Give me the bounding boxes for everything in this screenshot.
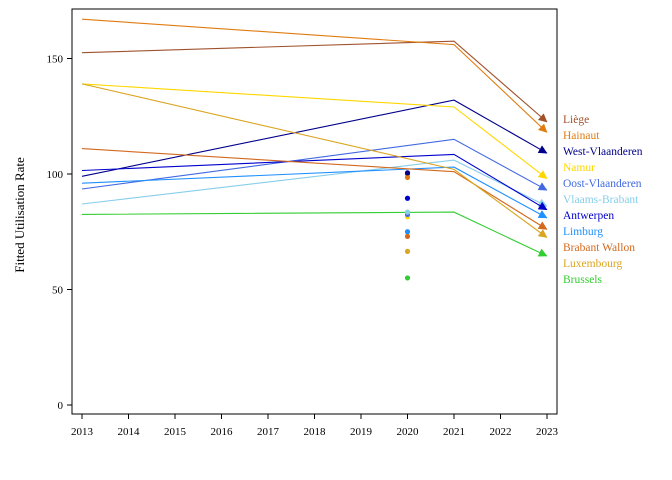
- legend-item: Antwerpen: [563, 210, 614, 222]
- series-line: [81, 153, 548, 211]
- series-line: [81, 166, 548, 219]
- series-line: [81, 83, 548, 180]
- legend: Liège Hainaut West-Vlaanderen Namur Oost-Vla…: [563, 114, 643, 286]
- series-arrowhead: [537, 182, 548, 191]
- series-lines: [81, 18, 548, 257]
- series-arrowhead: [537, 123, 548, 133]
- legend-item: Luxembourg: [563, 258, 622, 270]
- series-arrowhead: [537, 210, 548, 219]
- data-point-2020: [404, 229, 411, 235]
- legend-item: Brussels: [563, 274, 603, 286]
- y-tick-label: 0: [58, 400, 64, 412]
- series-line: [81, 138, 548, 191]
- data-point-2020: [404, 233, 411, 239]
- data-point-2020: [404, 248, 411, 254]
- x-tick-label: 2014: [118, 426, 141, 438]
- legend-item: Oost-Vlaanderen: [563, 178, 642, 190]
- data-point-2020: [404, 174, 411, 181]
- series-arrowhead: [537, 145, 548, 154]
- legend-item: Liège: [563, 114, 589, 126]
- axis-ticks: 2013 2014 2015 2016 2017 2018 2019 2020 2021 2022…: [47, 54, 559, 439]
- series-line: [81, 40, 548, 123]
- y-tick-label: 50: [52, 285, 64, 297]
- legend-item: Hainaut: [563, 130, 600, 142]
- data-point-2020: [404, 195, 411, 201]
- series-line: [81, 148, 548, 230]
- series-line: [81, 211, 548, 257]
- x-tick-label: 2015: [164, 426, 187, 438]
- x-tick-label: 2013: [71, 426, 94, 438]
- x-tick-label: 2016: [211, 426, 234, 438]
- series-line: [81, 18, 548, 133]
- x-tick-label: 2018: [304, 426, 327, 438]
- series-arrowhead: [537, 170, 548, 179]
- series-arrowhead: [537, 248, 548, 257]
- series-line: [81, 99, 548, 177]
- x-tick-label: 2022: [490, 426, 512, 438]
- data-point-2020: [404, 209, 411, 215]
- legend-item: Namur: [563, 162, 595, 174]
- data-point-2020: [404, 275, 411, 281]
- legend-item: Vlaams-Brabant: [563, 194, 639, 206]
- legend-item: West-Vlaanderen: [563, 146, 643, 158]
- y-tick-label: 100: [47, 169, 64, 181]
- series-arrowhead: [537, 221, 548, 230]
- y-tick-label: 150: [47, 54, 64, 66]
- x-tick-label: 2019: [350, 426, 373, 438]
- legend-item: Brabant Wallon: [563, 242, 635, 254]
- y-axis-title: Fitted Utilisation Rate: [12, 157, 27, 273]
- series-line: [81, 83, 548, 238]
- data-point-2020: [404, 170, 411, 176]
- legend-item: Limburg: [563, 226, 603, 238]
- 2020-points: [404, 170, 411, 281]
- x-tick-label: 2020: [397, 426, 420, 438]
- plot-frame: [71, 8, 558, 415]
- x-tick-label: 2021: [443, 426, 465, 438]
- x-tick-label: 2017: [257, 426, 280, 438]
- series-arrowhead: [537, 201, 548, 211]
- series-arrowhead: [537, 113, 548, 123]
- series-arrowhead: [537, 229, 548, 238]
- x-tick-label: 2023: [536, 426, 559, 438]
